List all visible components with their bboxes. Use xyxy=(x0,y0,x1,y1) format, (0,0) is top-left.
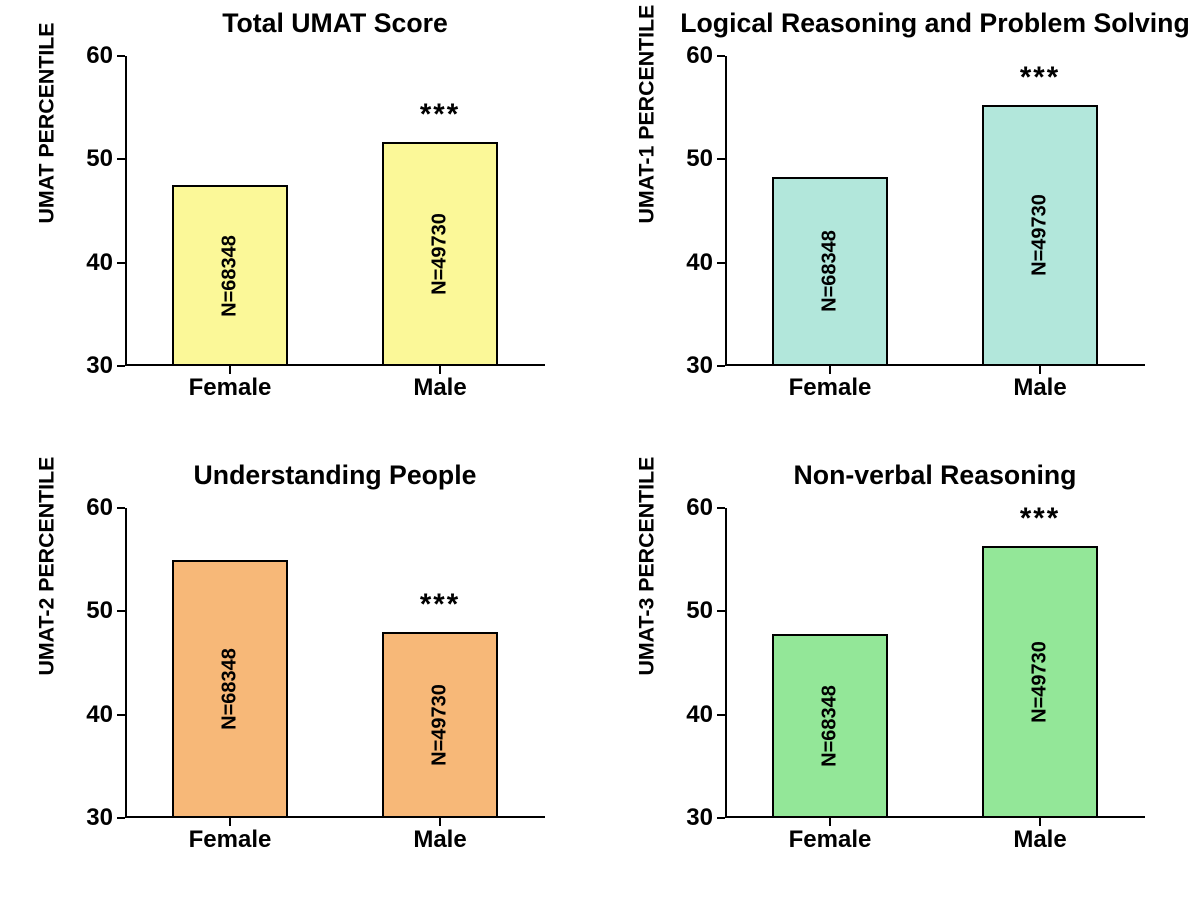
y-tick xyxy=(717,55,725,57)
bar-n-label: N=68348 xyxy=(219,648,242,730)
panel-1: Logical Reasoning and Problem Solving 30 4… xyxy=(600,0,1200,452)
bar: N=68348 xyxy=(172,560,288,818)
y-tick-label: 30 xyxy=(677,804,713,832)
x-tick-label: Female xyxy=(789,374,872,402)
y-tick xyxy=(117,365,125,367)
panel-2: Understanding People 30 40 50 60 Female N=6834… xyxy=(0,452,600,904)
bar: N=68348 xyxy=(772,634,888,818)
y-tick xyxy=(117,262,125,264)
y-tick-label: 60 xyxy=(77,42,113,70)
plot-area: 30405060FemaleN=68348MaleN=49730*** xyxy=(125,508,545,818)
y-axis xyxy=(125,508,127,818)
x-tick xyxy=(829,366,831,374)
y-tick-label: 60 xyxy=(677,494,713,522)
y-tick xyxy=(717,262,725,264)
bar-n-label: N=68348 xyxy=(819,685,842,767)
y-tick xyxy=(117,714,125,716)
bar: N=49730 xyxy=(982,105,1098,366)
panel-0: Total UMAT Score 30 40 50 60 Female N=68348 Mal… xyxy=(0,0,600,452)
x-tick xyxy=(829,818,831,826)
bar: N=68348 xyxy=(172,185,288,366)
x-tick-label: Male xyxy=(1013,826,1066,854)
x-tick-label: Female xyxy=(189,374,272,402)
significance-marker: *** xyxy=(1020,502,1060,536)
significance-marker: *** xyxy=(1020,61,1060,95)
y-tick-label: 50 xyxy=(677,145,713,173)
y-tick xyxy=(717,610,725,612)
y-tick-label: 60 xyxy=(677,42,713,70)
y-tick xyxy=(117,507,125,509)
y-tick-label: 40 xyxy=(77,701,113,729)
bar: N=49730 xyxy=(382,142,498,366)
bar-n-label: N=68348 xyxy=(819,231,842,313)
y-tick-label: 30 xyxy=(677,352,713,380)
x-tick-label: Male xyxy=(413,826,466,854)
significance-marker: *** xyxy=(420,98,460,132)
y-axis-label: UMAT PERCENTILE xyxy=(35,200,60,224)
y-tick xyxy=(717,817,725,819)
y-axis xyxy=(725,56,727,366)
plot-area: 30405060FemaleN=68348MaleN=49730*** xyxy=(725,508,1145,818)
y-axis-label: UMAT-2 PERCENTILE xyxy=(35,652,60,676)
bar-n-label: N=49730 xyxy=(1029,194,1052,276)
figure-grid: Total UMAT Score30405060FemaleN=68348Mal… xyxy=(0,0,1200,904)
x-tick xyxy=(1039,366,1041,374)
bar: N=49730 xyxy=(382,632,498,818)
y-tick xyxy=(717,158,725,160)
y-tick xyxy=(117,158,125,160)
bar: N=68348 xyxy=(772,177,888,366)
x-tick xyxy=(229,366,231,374)
y-tick xyxy=(717,507,725,509)
y-tick-label: 30 xyxy=(77,804,113,832)
panel-title: Understanding People xyxy=(194,460,477,491)
y-tick-label: 30 xyxy=(77,352,113,380)
y-tick xyxy=(717,714,725,716)
x-tick xyxy=(439,366,441,374)
y-tick-label: 60 xyxy=(77,494,113,522)
bar-n-label: N=49730 xyxy=(429,213,452,295)
y-tick-label: 50 xyxy=(677,597,713,625)
y-tick-label: 40 xyxy=(677,249,713,277)
x-tick-label: Male xyxy=(413,374,466,402)
y-axis xyxy=(125,56,127,366)
panel-title: Non-verbal Reasoning xyxy=(794,460,1077,491)
y-tick xyxy=(717,365,725,367)
y-tick xyxy=(117,817,125,819)
x-tick xyxy=(229,818,231,826)
significance-marker: *** xyxy=(420,588,460,622)
x-tick xyxy=(1039,818,1041,826)
y-axis-label: UMAT-1 PERCENTILE xyxy=(635,200,660,224)
bar-n-label: N=49730 xyxy=(1029,641,1052,723)
x-tick-label: Male xyxy=(1013,374,1066,402)
bar-n-label: N=49730 xyxy=(429,684,452,766)
x-tick-label: Female xyxy=(189,826,272,854)
plot-area: 30405060FemaleN=68348MaleN=49730*** xyxy=(725,56,1145,366)
panel-title: Logical Reasoning and Problem Solving xyxy=(680,8,1190,39)
x-tick-label: Female xyxy=(789,826,872,854)
y-tick-label: 40 xyxy=(77,249,113,277)
panel-3: Non-verbal Reasoning30405060FemaleN=6834… xyxy=(600,452,1200,904)
y-tick-label: 40 xyxy=(677,701,713,729)
y-tick xyxy=(117,55,125,57)
y-tick-label: 50 xyxy=(77,145,113,173)
x-tick xyxy=(439,818,441,826)
y-axis xyxy=(725,508,727,818)
y-axis-label: UMAT-3 PERCENTILE xyxy=(635,652,660,676)
y-tick-label: 50 xyxy=(77,597,113,625)
bar: N=49730 xyxy=(982,546,1098,818)
panel-title: Total UMAT Score xyxy=(222,8,448,39)
bar-n-label: N=68348 xyxy=(219,235,242,317)
y-tick xyxy=(117,610,125,612)
plot-area: 30405060FemaleN=68348MaleN=49730*** xyxy=(125,56,545,366)
